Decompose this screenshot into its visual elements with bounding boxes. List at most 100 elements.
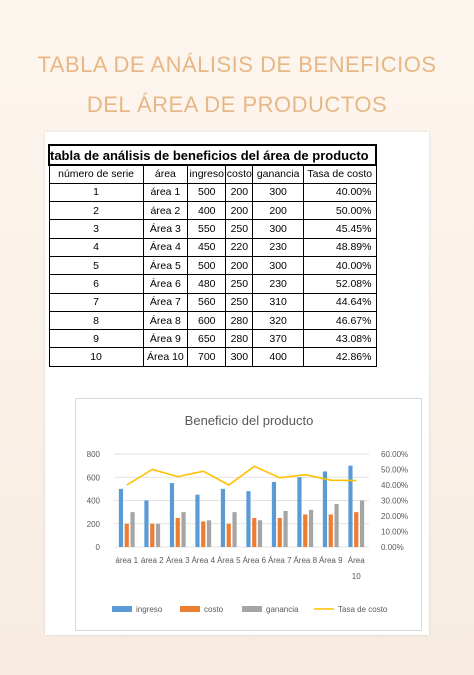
table-cell: 370 <box>252 329 304 349</box>
table-cell: 50.00% <box>302 201 377 221</box>
table-header-cell: ingreso <box>187 164 227 184</box>
table-cell: 650 <box>187 329 227 349</box>
table-cell: 250 <box>225 274 254 294</box>
table-row: 5 Área 5 500 200 300 40.00% <box>48 255 377 276</box>
table-cell: 700 <box>187 347 227 367</box>
table-cell: Área 3 <box>142 219 189 239</box>
bar-ganancia <box>257 520 263 547</box>
bar-ingreso <box>322 471 328 547</box>
table-cell: 320 <box>252 310 304 331</box>
x-tick-label: área 1 <box>115 556 138 565</box>
table-cell: 48.89% <box>302 237 377 257</box>
bar-ingreso <box>169 483 175 547</box>
table-cell: 40.00% <box>302 255 377 276</box>
y-tick-label: 400 <box>87 497 101 506</box>
bar-costo <box>354 512 359 547</box>
bar-ingreso <box>271 481 277 547</box>
table-cell: 250 <box>225 219 254 239</box>
table-cell: 480 <box>187 274 227 294</box>
y-tick-label: 0 <box>96 543 101 552</box>
profit-analysis-table: tabla de análisis de beneficios del área… <box>48 144 377 367</box>
table-cell: 300 <box>252 182 304 203</box>
table-row: 3 Área 3 550 250 300 45.45% <box>48 219 377 239</box>
bar-ganancia <box>308 509 314 547</box>
bar-costo <box>175 517 180 547</box>
table-row: 4 Área 4 450 220 230 48.89% <box>48 237 377 257</box>
legend-label: costo <box>204 605 224 614</box>
bar-ganancia <box>206 520 212 547</box>
table-cell: 300 <box>252 255 304 276</box>
table-cell: 10 <box>48 347 144 367</box>
table-cell: Área 4 <box>142 237 189 257</box>
page-title-line-2: DEL ÁREA DE PRODUCTOS <box>86 92 388 117</box>
table-cell: 1 <box>48 182 144 203</box>
table-cell: 250 <box>225 292 254 312</box>
bar-ganancia <box>155 523 161 547</box>
table-cell: 600 <box>187 310 227 331</box>
table-cell: 8 <box>48 310 144 331</box>
table-row: 7 Área 7 560 250 310 44.64% <box>48 292 377 312</box>
table-cell: 6 <box>48 274 144 294</box>
y-tick-label: 800 <box>87 450 101 459</box>
table-cell: Área 8 <box>142 310 189 331</box>
table-cell: 230 <box>252 274 304 294</box>
bar-ingreso <box>297 477 302 547</box>
table-cell: 280 <box>225 329 254 349</box>
legend-label: Tasa de costo <box>338 605 388 614</box>
bar-ganancia <box>232 512 237 547</box>
bar-ingreso <box>195 494 200 547</box>
chart-svg: Beneficio del producto 0 200 400 600 800 0.00%… <box>87 413 409 614</box>
y2-tick-label: 60.00% <box>381 450 408 459</box>
y2-tick-label: 0.00% <box>381 543 404 552</box>
chart-title: Beneficio del producto <box>185 413 314 428</box>
y2-tick-label: 40.00% <box>381 481 408 490</box>
table-header-cell: ganancia <box>252 164 304 184</box>
spreadsheet-sheet: tabla de análisis de beneficios del área… <box>45 132 429 635</box>
table-header-cell: área <box>142 164 189 184</box>
x-tick-label: Área 7 <box>268 556 292 565</box>
legend-label: ganancia <box>266 605 299 614</box>
table-cell: 200 <box>252 201 304 221</box>
table-cell: 40.00% <box>302 182 377 203</box>
table-caption-row: tabla de análisis de beneficios del área… <box>48 144 377 166</box>
table-cell: 450 <box>187 237 227 257</box>
table-row: 6 Área 6 480 250 230 52.08% <box>48 274 377 294</box>
table-caption: tabla de análisis de beneficios del área… <box>48 144 377 166</box>
table-cell: área 1 <box>142 182 189 203</box>
table-cell: 310 <box>252 292 304 312</box>
y2-tick-label: 20.00% <box>381 512 408 521</box>
table-cell: 560 <box>187 292 227 312</box>
table-cell: 200 <box>225 201 254 221</box>
table-cell: 2 <box>48 201 144 221</box>
table-cell: 300 <box>225 347 254 367</box>
table-cell: Área 6 <box>142 274 189 294</box>
bar-ganancia <box>181 512 186 547</box>
table-cell: 7 <box>48 292 144 312</box>
table-row: 1 área 1 500 200 300 40.00% <box>48 182 377 203</box>
bar-ganancia <box>130 512 135 547</box>
bar-ingreso <box>348 465 353 547</box>
table-cell: 550 <box>187 219 227 239</box>
y-tick-label: 200 <box>87 520 101 529</box>
table-cell: Área 9 <box>142 329 189 349</box>
y2-tick-label: 30.00% <box>381 497 408 506</box>
table-cell: 280 <box>225 310 254 331</box>
legend-swatch-ganancia <box>242 606 262 612</box>
bar-ganancia <box>359 500 365 547</box>
legend-label: ingreso <box>136 605 163 614</box>
y-tick-label: 600 <box>87 473 101 482</box>
table-cell: 400 <box>187 201 227 221</box>
bar-costo <box>124 523 129 547</box>
bar-costo <box>277 517 282 547</box>
table-header-cell: costo <box>225 164 254 184</box>
x-tick-label: Área 5 <box>217 556 241 565</box>
table-cell: 500 <box>187 182 227 203</box>
table-cell: Área 5 <box>142 255 189 276</box>
table-row: 9 Área 9 650 280 370 43.08% <box>48 329 377 349</box>
line-tasa-de-costo <box>126 465 357 486</box>
table-cell: Área 10 <box>142 347 189 367</box>
table-cell: área 2 <box>142 201 189 221</box>
table-header-row: número de serie área ingreso costo ganancia T… <box>48 164 377 184</box>
table-cell: 9 <box>48 329 144 349</box>
table-cell: 52.08% <box>302 274 377 294</box>
